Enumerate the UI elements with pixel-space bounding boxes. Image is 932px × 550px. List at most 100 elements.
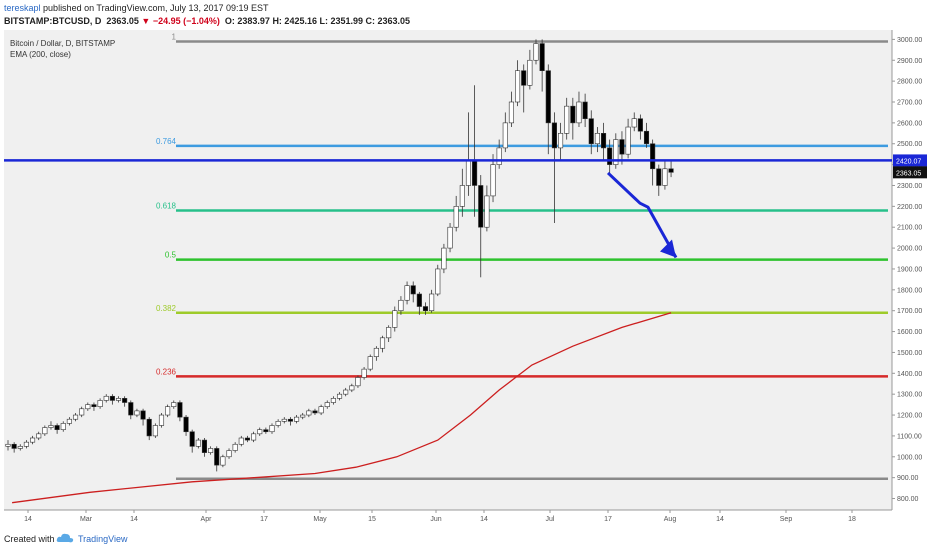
candle-body <box>5 443 11 447</box>
candle-body <box>232 443 238 451</box>
candle-body <box>140 410 146 420</box>
price-tick-label: 2300.00 <box>897 183 922 190</box>
tradingview-brand[interactable]: TradingView <box>78 534 128 544</box>
candle-body <box>275 421 281 426</box>
candle-body <box>349 385 355 391</box>
candle-body <box>171 402 177 407</box>
candle-body <box>11 443 17 449</box>
candle-body <box>109 395 115 401</box>
candle-body <box>453 206 459 228</box>
candle-body <box>103 395 109 401</box>
candle-body <box>281 418 287 422</box>
candle-body <box>152 425 158 437</box>
candle-body <box>79 408 85 416</box>
candle-body <box>85 404 91 410</box>
symbol-label: BITSTAMP:BTCUSD, D <box>4 16 102 26</box>
candle-body <box>429 293 435 311</box>
author-link[interactable]: tereskapl <box>4 3 41 13</box>
candle-body <box>257 429 263 435</box>
legend-indicator[interactable]: EMA (200, close) <box>10 50 71 59</box>
candle-body <box>422 306 429 311</box>
candle-body <box>521 70 527 86</box>
time-tick-label: 15 <box>368 516 376 523</box>
candle-body <box>36 433 42 439</box>
candle-body <box>662 168 668 186</box>
candle-body <box>668 168 674 173</box>
chart-legend: Bitcoin / Dollar, D, BITSTAMP EMA (200, … <box>10 38 115 60</box>
price-tick-label: 2100.00 <box>897 225 922 232</box>
candle-body <box>97 400 103 407</box>
price-change: ▼ −24.95 (−1.04%) <box>141 16 220 26</box>
projection-arrow <box>606 171 678 259</box>
candle-body <box>318 406 324 414</box>
price-tick-label: 1100.00 <box>897 433 922 440</box>
last-price: 2363.05 <box>106 16 139 26</box>
candle-body <box>128 402 134 416</box>
time-tick-label: Aug <box>664 516 677 523</box>
candle-body <box>269 425 275 433</box>
chart-area[interactable]: 800.00 900.00 1000.00 1100.00 1200.00 1300.00… <box>4 30 928 524</box>
candle-body <box>373 347 379 357</box>
price-tick-label: 2200.00 <box>897 204 922 211</box>
candle-body <box>502 122 508 149</box>
candle-body <box>208 448 214 453</box>
candle-body <box>122 398 128 403</box>
candle-body <box>619 139 625 155</box>
candle-body <box>607 147 613 165</box>
candle-body <box>42 427 48 435</box>
candle-body <box>539 43 545 71</box>
price-tick-label: 2600.00 <box>897 120 922 127</box>
price-tick-label: 2000.00 <box>897 246 922 253</box>
time-tick-label: 14 <box>24 516 32 523</box>
candle-body <box>643 130 650 145</box>
candle-body <box>220 456 226 466</box>
candle-body <box>91 404 97 407</box>
candle-body <box>410 285 416 295</box>
time-tick-label: 17 <box>604 516 612 523</box>
candle-body <box>238 437 244 445</box>
candle-body <box>23 441 29 447</box>
price-tick-label: 1000.00 <box>897 454 922 461</box>
fib-level-label: 0.5 <box>165 251 177 260</box>
candle-body <box>656 168 662 186</box>
time-tick-label: 18 <box>848 516 856 523</box>
price-tick-label: 1500.00 <box>897 350 922 357</box>
price-tick-label: 1700.00 <box>897 308 922 315</box>
time-tick-label: Jun <box>430 516 441 523</box>
candle-body <box>306 410 312 416</box>
candle-body <box>582 101 588 119</box>
projection-arrowhead <box>660 239 676 258</box>
candle-body <box>48 425 54 428</box>
candle-body <box>637 118 643 132</box>
fib-level-label: 1 <box>172 32 177 41</box>
time-tick-label: Mar <box>80 516 93 523</box>
created-with-label: Created with <box>4 534 55 544</box>
candle-body <box>177 402 183 418</box>
high-price: H: 2425.16 <box>272 16 317 26</box>
candle-body <box>244 437 250 441</box>
candle-body <box>312 410 318 414</box>
time-tick-label: 14 <box>130 516 138 523</box>
candle-body <box>600 133 607 149</box>
candle-body <box>379 337 386 349</box>
candle-body <box>404 285 410 301</box>
candle-body <box>355 377 361 387</box>
candle-body <box>398 299 404 311</box>
price-chart[interactable]: 800.00 900.00 1000.00 1100.00 1200.00 1300.00… <box>4 30 928 524</box>
candle-body <box>508 101 514 124</box>
candle-body <box>447 226 453 249</box>
candle-body <box>134 410 140 416</box>
price-tick-label: 1300.00 <box>897 392 922 399</box>
price-tick-label: 1200.00 <box>897 413 922 420</box>
publish-info: tereskapl published on TradingView.com, … <box>4 3 269 13</box>
candle-body <box>650 143 656 170</box>
candle-body <box>66 418 72 424</box>
candle-body <box>570 105 576 124</box>
resistance-price-tag <box>893 154 927 167</box>
candle-body <box>336 393 343 399</box>
candle-body <box>54 425 60 430</box>
candle-body <box>330 398 336 403</box>
candle-body <box>496 147 502 165</box>
candle-body <box>343 389 349 395</box>
candle-body <box>594 133 600 145</box>
